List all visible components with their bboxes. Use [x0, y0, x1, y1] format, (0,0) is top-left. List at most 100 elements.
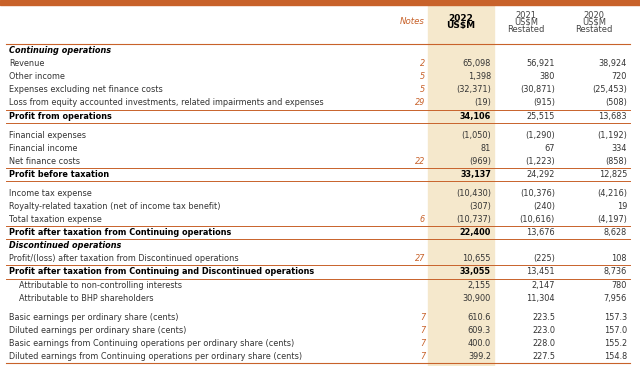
Text: Restated: Restated	[508, 25, 545, 34]
Text: (915): (915)	[533, 98, 555, 108]
Text: Diluted earnings from Continuing operations per ordinary share (cents): Diluted earnings from Continuing operati…	[9, 352, 302, 361]
Text: 7: 7	[420, 339, 425, 348]
Text: 334: 334	[611, 143, 627, 153]
Bar	[428, 5, 494, 366]
Text: (1,050): (1,050)	[461, 131, 491, 139]
Text: Basic earnings from Continuing operations per ordinary share (cents): Basic earnings from Continuing operation…	[9, 339, 294, 348]
Text: 22: 22	[415, 157, 425, 166]
Text: Income tax expense: Income tax expense	[9, 189, 92, 198]
Text: (10,430): (10,430)	[456, 189, 491, 198]
Text: 720: 720	[612, 72, 627, 81]
Text: Restated: Restated	[575, 25, 612, 34]
Text: 25,515: 25,515	[527, 112, 555, 120]
Text: Expenses excluding net finance costs: Expenses excluding net finance costs	[9, 85, 163, 94]
Text: Basic earnings per ordinary share (cents): Basic earnings per ordinary share (cents…	[9, 313, 179, 322]
Text: US$M: US$M	[514, 18, 538, 27]
Text: 399.2: 399.2	[468, 352, 491, 361]
Text: 155.2: 155.2	[604, 339, 627, 348]
Text: Net finance costs: Net finance costs	[9, 157, 80, 166]
Text: 780: 780	[612, 281, 627, 290]
Text: 400.0: 400.0	[468, 339, 491, 348]
Text: Continuing operations: Continuing operations	[9, 46, 111, 55]
Text: US$M: US$M	[582, 18, 606, 27]
Text: (1,290): (1,290)	[525, 131, 555, 139]
Text: Diluted earnings per ordinary share (cents): Diluted earnings per ordinary share (cen…	[9, 326, 186, 335]
Text: (4,216): (4,216)	[597, 189, 627, 198]
Text: Loss from equity accounted investments, related impairments and expenses: Loss from equity accounted investments, …	[9, 98, 324, 108]
Text: 7,956: 7,956	[604, 294, 627, 303]
Text: 67: 67	[545, 143, 555, 153]
Text: 2: 2	[420, 59, 425, 68]
Text: 34,106: 34,106	[460, 112, 491, 120]
Text: Attributable to BHP shareholders: Attributable to BHP shareholders	[19, 294, 154, 303]
Text: 13,451: 13,451	[526, 268, 555, 276]
Text: 24,292: 24,292	[527, 170, 555, 179]
Text: 6: 6	[420, 215, 425, 224]
Text: 5: 5	[420, 85, 425, 94]
Text: (969): (969)	[469, 157, 491, 166]
Text: 2021: 2021	[515, 11, 536, 20]
Text: 108: 108	[611, 254, 627, 264]
Text: (1,223): (1,223)	[525, 157, 555, 166]
Text: (10,737): (10,737)	[456, 215, 491, 224]
Text: (4,197): (4,197)	[597, 215, 627, 224]
Text: 27: 27	[415, 254, 425, 264]
Text: (32,371): (32,371)	[456, 85, 491, 94]
Text: (307): (307)	[469, 202, 491, 211]
Text: (10,616): (10,616)	[520, 215, 555, 224]
Text: (10,376): (10,376)	[520, 189, 555, 198]
Text: Discontinued operations: Discontinued operations	[9, 241, 122, 250]
Text: 2020: 2020	[584, 11, 605, 20]
Text: 157.0: 157.0	[604, 326, 627, 335]
Text: (19): (19)	[474, 98, 491, 108]
Text: 13,683: 13,683	[598, 112, 627, 120]
Bar	[0, 0, 640, 5]
Text: (30,871): (30,871)	[520, 85, 555, 94]
Text: 56,921: 56,921	[527, 59, 555, 68]
Text: Royalty-related taxation (net of income tax benefit): Royalty-related taxation (net of income …	[9, 202, 221, 211]
Text: (25,453): (25,453)	[592, 85, 627, 94]
Text: 380: 380	[540, 72, 555, 81]
Text: 7: 7	[420, 313, 425, 322]
Text: Financial income: Financial income	[9, 143, 77, 153]
Text: 227.5: 227.5	[532, 352, 555, 361]
Text: (508): (508)	[605, 98, 627, 108]
Text: Other income: Other income	[9, 72, 65, 81]
Text: 609.3: 609.3	[468, 326, 491, 335]
Text: 228.0: 228.0	[532, 339, 555, 348]
Text: 13,676: 13,676	[526, 228, 555, 237]
Text: (858): (858)	[605, 157, 627, 166]
Text: 2022: 2022	[449, 14, 474, 23]
Text: 154.8: 154.8	[604, 352, 627, 361]
Text: 5: 5	[420, 72, 425, 81]
Text: 610.6: 610.6	[468, 313, 491, 322]
Text: US$M: US$M	[447, 21, 476, 30]
Text: 157.3: 157.3	[604, 313, 627, 322]
Text: 22,400: 22,400	[460, 228, 491, 237]
Text: 29: 29	[415, 98, 425, 108]
Text: Attributable to non-controlling interests: Attributable to non-controlling interest…	[19, 281, 182, 290]
Text: Total taxation expense: Total taxation expense	[9, 215, 102, 224]
Text: 33,137: 33,137	[460, 170, 491, 179]
Text: 7: 7	[420, 326, 425, 335]
Text: 11,304: 11,304	[526, 294, 555, 303]
Text: Revenue: Revenue	[9, 59, 44, 68]
Text: 10,655: 10,655	[463, 254, 491, 264]
Text: 12,825: 12,825	[598, 170, 627, 179]
Text: Profit before taxation: Profit before taxation	[9, 170, 109, 179]
Text: Profit after taxation from Continuing operations: Profit after taxation from Continuing op…	[9, 228, 232, 237]
Text: Profit from operations: Profit from operations	[9, 112, 112, 120]
Text: 38,924: 38,924	[598, 59, 627, 68]
Text: 65,098: 65,098	[463, 59, 491, 68]
Text: 7: 7	[420, 352, 425, 361]
Text: 81: 81	[481, 143, 491, 153]
Text: (1,192): (1,192)	[597, 131, 627, 139]
Text: (225): (225)	[533, 254, 555, 264]
Text: Profit after taxation from Continuing and Discontinued operations: Profit after taxation from Continuing an…	[9, 268, 314, 276]
Text: 33,055: 33,055	[460, 268, 491, 276]
Text: Notes: Notes	[400, 17, 425, 26]
Text: 1,398: 1,398	[468, 72, 491, 81]
Text: 2,155: 2,155	[468, 281, 491, 290]
Text: 30,900: 30,900	[463, 294, 491, 303]
Text: 223.5: 223.5	[532, 313, 555, 322]
